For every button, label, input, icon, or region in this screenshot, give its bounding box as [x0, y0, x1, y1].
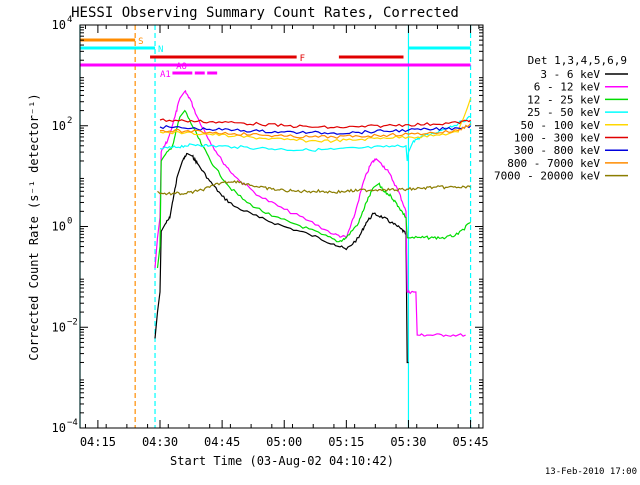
series-line-4: [159, 98, 472, 143]
legend-label-7: 800 - 7000 keV: [507, 157, 600, 170]
y-tick-label-2: 10: [52, 220, 66, 234]
y-tick-label-1: 10: [52, 320, 66, 334]
y-tick-exp-3: 2: [67, 116, 72, 126]
flag-bars: S N F AO A1: [80, 37, 471, 80]
flag-label-f: F: [300, 54, 305, 64]
y-tick-exp-1: −2: [67, 317, 78, 327]
series-line-6: [159, 124, 472, 135]
flag-label-n: N: [158, 45, 163, 55]
plot-frame: [79, 24, 484, 429]
legend-label-3: 25 - 50 keV: [527, 106, 600, 119]
y-tick-label-4: 10: [52, 18, 66, 32]
series-line-0: [154, 152, 409, 364]
legend-title: Det 1,3,4,5,6,9: [528, 54, 627, 67]
x-tick-label-1: 04:30: [142, 435, 178, 449]
x-tick-label-3: 05:00: [266, 435, 302, 449]
legend-label-6: 300 - 800 keV: [514, 144, 600, 157]
x-axis-label: Start Time (03-Aug-02 04:10:42): [170, 454, 394, 468]
series-line-5: [159, 118, 472, 129]
legend-label-5: 100 - 300 keV: [514, 132, 600, 145]
legend-label-1: 6 - 12 keV: [534, 81, 601, 94]
y-tick-label-3: 10: [52, 119, 66, 133]
y-tick-exp-2: 0: [67, 217, 72, 227]
x-tick-label-4: 05:15: [328, 435, 364, 449]
flag-label-a1: A1: [160, 70, 171, 80]
footer-timestamp: 13-Feb-2010 17:00: [545, 467, 637, 477]
legend-label-2: 12 - 25 keV: [527, 93, 600, 106]
y-tick-exp-4: 4: [67, 15, 72, 25]
flag-label-s: S: [138, 37, 143, 47]
vertical-markers: [79, 25, 472, 428]
legend-label-0: 3 - 6 keV: [540, 68, 600, 81]
x-tick-label-2: 04:45: [204, 435, 240, 449]
chart-title: HESSI Observing Summary Count Rates, Cor…: [71, 5, 459, 21]
y-axis-label: Corrected Count Rate (s⁻¹ detector⁻¹): [27, 93, 41, 360]
x-axis: 04:15 04:30 04:45 05:00 05:15 05:30 05:45: [80, 25, 489, 449]
y-tick-label-0: 10: [52, 421, 66, 435]
y-tick-exp-0: −4: [67, 418, 78, 428]
flag-label-ao: AO: [176, 62, 187, 72]
x-tick-label-6: 05:45: [453, 435, 489, 449]
x-tick-label-5: 05:30: [390, 435, 426, 449]
series-line-2: [156, 109, 471, 269]
x-tick-label-0: 04:15: [80, 435, 116, 449]
series-lines: [154, 89, 472, 364]
legend-label-8: 7000 - 20000 keV: [494, 170, 600, 183]
series-line-1: [154, 89, 466, 338]
series-line-7: [159, 123, 472, 139]
legend-label-4: 50 - 100 keV: [521, 119, 601, 132]
series-line-8: [157, 180, 471, 196]
